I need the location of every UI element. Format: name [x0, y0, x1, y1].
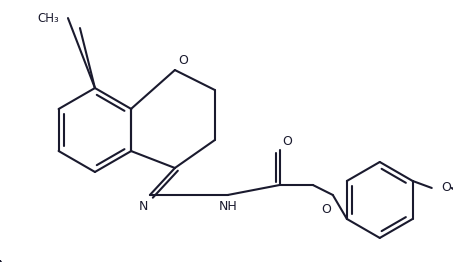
Text: NH: NH	[218, 200, 237, 213]
Text: N: N	[139, 200, 148, 213]
Text: CH₃: CH₃	[37, 12, 59, 25]
Text: O: O	[442, 182, 452, 194]
Text: O: O	[321, 203, 331, 216]
Text: O: O	[282, 135, 292, 148]
Text: O: O	[178, 54, 188, 67]
